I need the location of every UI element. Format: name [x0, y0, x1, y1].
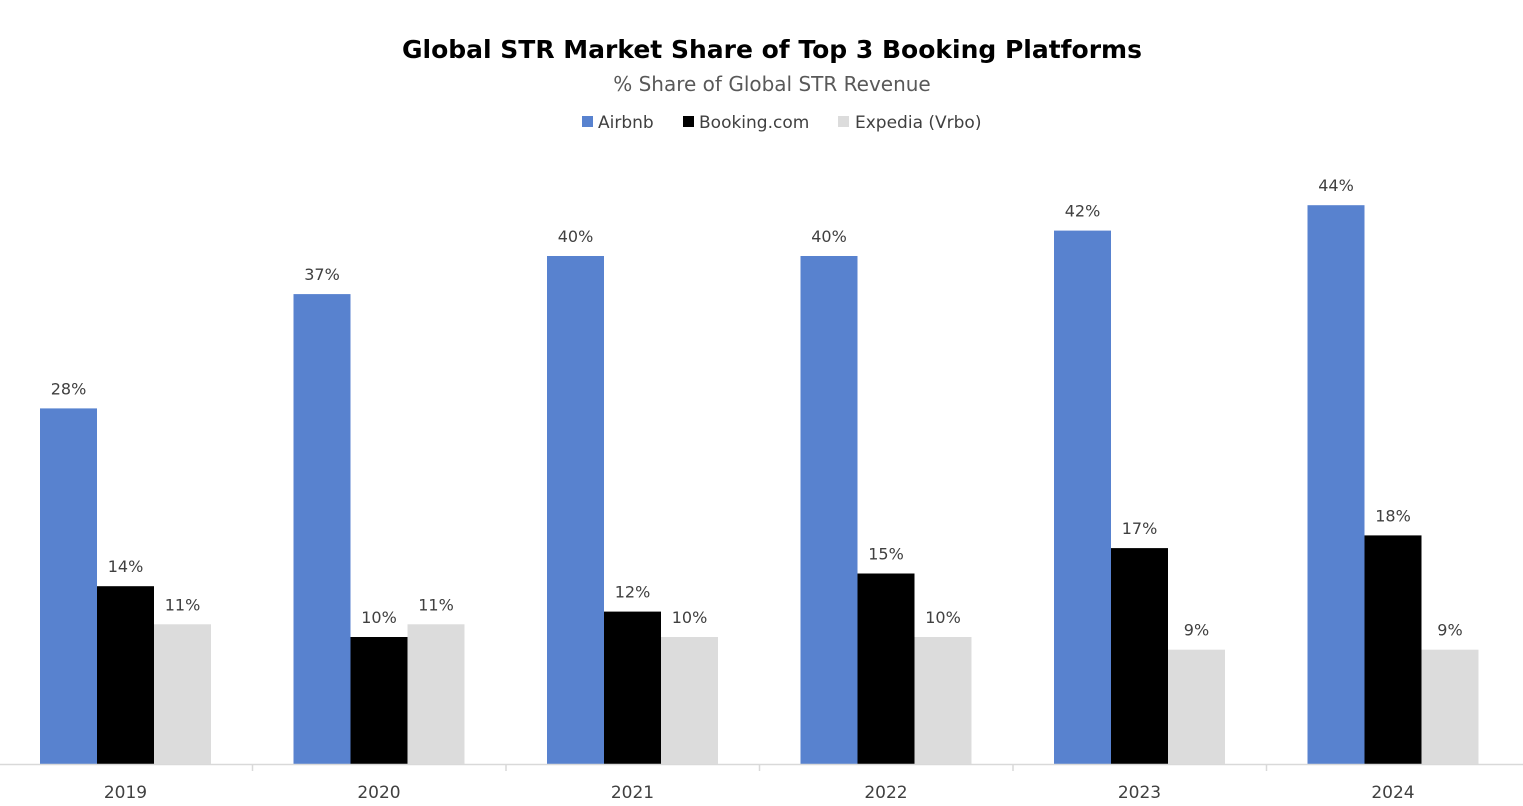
bar-booking-com-2022	[857, 573, 915, 764]
x-tick-label-2021: 2021	[611, 783, 654, 803]
chart-subtitle: % Share of Global STR Revenue	[613, 72, 931, 96]
x-tick-label-2024: 2024	[1371, 783, 1414, 803]
data-label: 44%	[1318, 176, 1354, 195]
legend-label-1: Booking.com	[699, 113, 809, 133]
data-label: 15%	[868, 545, 904, 564]
legend-swatch-0	[582, 116, 593, 127]
data-labels-group: 28% 14% 11% 37% 10% 11% 40% 12% 10% 40% 15% 10% 42% 1…	[51, 176, 1463, 640]
x-tick-label-2023: 2023	[1118, 783, 1161, 803]
bar-booking-com-2023	[1111, 548, 1168, 764]
bar-booking-com-2019	[97, 586, 154, 764]
data-label: 18%	[1375, 506, 1411, 525]
legend-swatch-1	[683, 116, 694, 127]
bar-airbnb-2019	[40, 408, 97, 764]
x-tick-label-2020: 2020	[357, 783, 400, 803]
data-label: 12%	[615, 583, 651, 602]
data-label: 10%	[925, 608, 961, 627]
bar-expedia-vrbo-2020	[407, 624, 465, 764]
chart-title: Global STR Market Share of Top 3 Booking…	[402, 35, 1142, 64]
x-axis: 2019 2020 2021 2022 2023 2024	[0, 763, 1523, 803]
data-label: 10%	[361, 608, 397, 627]
data-label: 10%	[672, 608, 708, 627]
x-tick-label-2019: 2019	[104, 783, 147, 803]
data-label: 11%	[418, 595, 454, 614]
bar-booking-com-2020	[350, 637, 408, 764]
bar-booking-com-2021	[604, 611, 661, 764]
legend-label-0: Airbnb	[598, 113, 654, 133]
bar-expedia-vrbo-2019	[154, 624, 211, 764]
bars-group	[40, 205, 1479, 765]
bar-expedia-vrbo-2023	[1168, 649, 1225, 764]
legend: Airbnb Booking.com Expedia (Vrbo)	[582, 113, 981, 133]
data-label: 9%	[1184, 621, 1209, 640]
data-label: 37%	[304, 265, 340, 284]
data-label: 14%	[108, 557, 144, 576]
bar-airbnb-2020	[293, 294, 351, 764]
legend-swatch-2	[838, 116, 849, 127]
bar-expedia-vrbo-2024	[1421, 649, 1479, 764]
data-label: 40%	[811, 227, 847, 246]
bar-airbnb-2021	[547, 256, 604, 764]
data-label: 9%	[1437, 621, 1462, 640]
legend-label-2: Expedia (Vrbo)	[855, 113, 981, 133]
bar-airbnb-2022	[800, 256, 858, 764]
bar-expedia-vrbo-2021	[661, 637, 718, 764]
data-label: 28%	[51, 379, 87, 398]
bar-airbnb-2023	[1054, 230, 1111, 765]
data-label: 42%	[1065, 202, 1101, 221]
x-tick-label-2022: 2022	[864, 783, 907, 803]
data-label: 17%	[1122, 519, 1158, 538]
bar-expedia-vrbo-2022	[914, 637, 972, 764]
data-label: 11%	[165, 595, 201, 614]
bar-booking-com-2024	[1364, 535, 1422, 764]
bar-airbnb-2024	[1307, 205, 1365, 764]
data-label: 40%	[558, 227, 594, 246]
